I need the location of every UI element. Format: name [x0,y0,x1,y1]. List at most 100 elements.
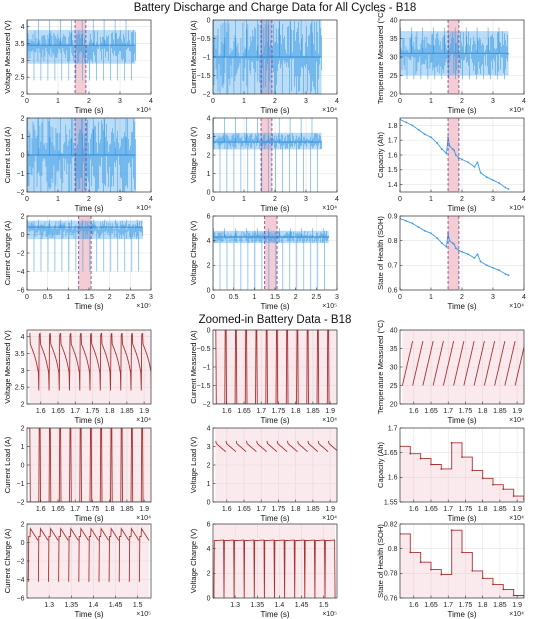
data-point [451,242,454,245]
cycle-shade [128,524,139,598]
x-tick-label: 3 [335,294,339,301]
chart-panel-z3: 1.6 1.65 1.7 1.75 1.8 1.85 1.9 20 25 30 35 40 ×10⁴ Ti… [376,319,525,425]
x-tick-label: 4 [522,294,526,301]
cycle-shade [254,524,265,598]
cycle-shade [246,428,257,502]
data-point [485,264,488,267]
x-tick-label: 2 [87,196,91,203]
x-exponent-label: ×10⁴ [136,205,151,212]
data-point [498,182,501,185]
cycle-shade [101,428,112,502]
data-point [504,186,507,189]
data-point [453,243,456,246]
cycle-shade [29,330,40,404]
x-tick-label: 1.6 [36,408,46,415]
y-tick-label: 0.9 [388,213,398,220]
y-tick-label: −2 [17,189,25,196]
y-tick-label: 30 [390,364,398,371]
x-tick-label: 1.65 [237,408,251,415]
x-tick-label: 1 [56,98,60,105]
data-point [473,165,476,168]
x-tick-label: 2 [294,294,298,301]
cycle-shade [39,330,50,404]
y-tick-label: −1 [17,171,25,178]
cycle-shade [142,330,151,404]
x-axis-label: Time (s) [260,514,289,523]
x-exponent-label: ×10⁴ [322,107,337,114]
x-tick-label: 1.6 [409,602,419,609]
x-tick-label: 1.6 [222,408,232,415]
cycle-shade [276,330,288,404]
cycle-shade [297,330,308,404]
x-axis-label: Time (s) [447,204,476,213]
cycle-shade [402,330,413,404]
cycle-shade [297,428,308,502]
y-tick-label: 20 [390,91,398,98]
plot-content [213,118,322,192]
x-tick-label: 1.65 [424,506,438,513]
y-tick-label: 1.6 [388,475,398,482]
x-tick-label: 1.7 [70,408,80,415]
y-axis-label: Current Load (A) [3,126,12,183]
data-point [436,142,439,145]
x-tick-label: 1.75 [272,408,286,415]
x-tick-label: 1.35 [250,602,264,609]
y-tick-label: 3.5 [15,41,25,48]
x-tick-label: 1.3 [230,602,240,609]
data-point [430,136,432,139]
x-tick-label: 1.75 [459,602,473,609]
y-axis-label: Temperature Measured (°C) [376,319,385,414]
x-tick-label: 1.75 [272,506,286,513]
data-point [423,229,426,232]
x-tick-label: 1 [242,98,246,105]
axes-box [26,329,152,405]
chart-panel-p1: 0 1 2 3 4 2 2.5 3 3.5 4 ×10⁴ Time (s) Voltage Measur… [3,19,153,115]
y-tick-label: 0.76 [384,595,398,602]
y-tick-label: 1 [207,171,211,178]
x-tick-label: 1.8 [478,408,488,415]
y-tick-label: 1.65 [384,450,398,457]
data-point [523,598,525,600]
data-point [481,477,484,480]
data-point [447,136,449,139]
cycle-shade [324,524,336,598]
cycle-shade [274,524,285,598]
x-tick-label: 1.75 [459,408,473,415]
cycle-shade [90,330,102,404]
x-tick-label: 1.85 [120,506,134,513]
y-tick-label: 1 [207,481,211,488]
cycle-shade [443,330,454,404]
x-tick-label: 2 [108,294,112,301]
y-tick-label: 0 [207,499,211,506]
cycle-shade [225,428,236,502]
x-tick-label: 1.9 [512,506,522,513]
data-point [430,232,432,235]
cycle-shade [474,330,485,404]
y-tick-label: 0 [21,462,25,469]
y-tick-label: 1.6 [388,152,398,159]
x-tick-label: 4 [149,98,153,105]
cycle-shade [60,428,71,502]
cycle-shade [49,330,61,404]
x-tick-label: 1.8 [105,408,115,415]
y-tick-label: 1.8 [388,123,398,130]
data-point [471,469,474,472]
data-point [451,148,454,150]
x-exponent-label: ×10⁴ [509,417,524,424]
x-tick-label: 1.9 [325,506,335,513]
cycle-shade [256,330,267,404]
cycle-shade [276,428,288,502]
cycle-shade [317,428,329,502]
data-point [492,266,494,269]
cycle-shade [121,428,132,502]
y-tick-label: 2.5 [15,75,25,82]
chart-panel-p8: 0 0.5 1 1.5 2 2.5 3 0 2 4 6 ×10⁵ Time (s) Voltage Cha… [189,213,339,311]
y-tick-label: 3 [21,368,25,375]
x-tick-label: 1.5 [84,294,94,301]
cycle-shade [88,524,99,598]
x-axis-label: Time (s) [260,416,289,425]
y-tick-label: 4 [207,425,211,432]
y-axis-label: Voltage Load (V) [189,436,198,493]
chart-panel-z6: 1.6 1.65 1.7 1.75 1.8 1.85 1.9 1.55 1.6 1.65 1.7 ×1… [376,425,525,523]
data-point [423,133,426,136]
